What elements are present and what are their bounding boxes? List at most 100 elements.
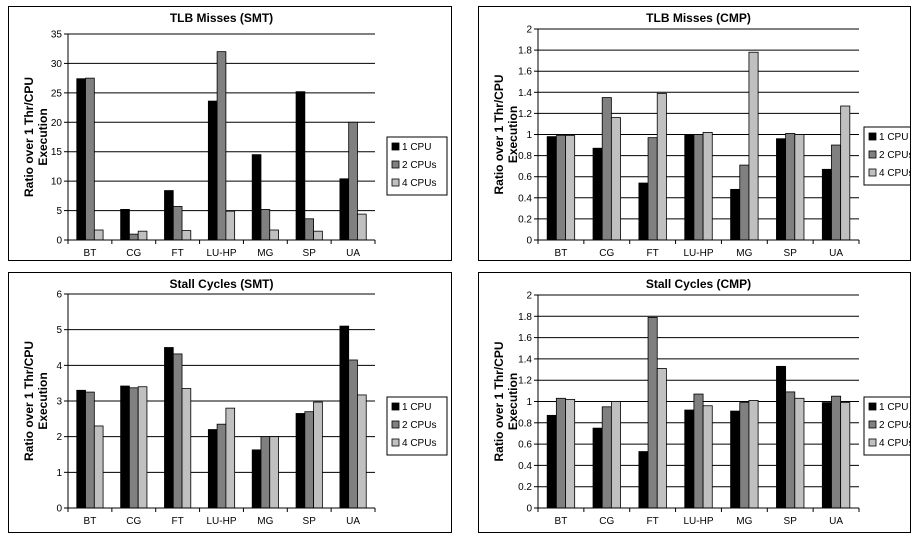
bar-sp-series-1 bbox=[776, 138, 787, 241]
bar-sp-series-3 bbox=[313, 230, 323, 241]
bar-mg-series-1 bbox=[251, 449, 262, 509]
y-tick-label: 1.8 bbox=[518, 46, 532, 57]
legend-swatch bbox=[868, 168, 877, 177]
y-axis-label-line: Execution bbox=[506, 373, 520, 430]
bar-ft-series-2 bbox=[647, 316, 658, 509]
y-tick-label: 2 bbox=[56, 432, 62, 443]
legend-label: 4 CPUs bbox=[879, 168, 910, 179]
bar-lu-hp-series-3 bbox=[702, 405, 713, 509]
bar-bt-series-3 bbox=[565, 135, 576, 241]
bar-bt-series-3 bbox=[93, 425, 104, 509]
legend-swatch bbox=[391, 438, 400, 447]
chart-panel-stall-smt: Stall Cycles (SMT) Ratio over 1 Thr/CPUEx… bbox=[8, 272, 452, 533]
bar-sp-series-2 bbox=[785, 133, 796, 241]
y-tick-label: 30 bbox=[51, 59, 63, 70]
chart-svg-stall-smt: Stall Cycles (SMT) Ratio over 1 Thr/CPUEx… bbox=[22, 277, 448, 527]
legend-swatch bbox=[391, 178, 400, 187]
legend-label: 4 CPUs bbox=[402, 438, 436, 449]
chart-svg-stall-cmp: Stall Cycles (CMP) Ratio over 1 Thr/CPUEx… bbox=[492, 277, 910, 527]
bar-cg-series-3 bbox=[610, 117, 621, 241]
bar-ft-series-3 bbox=[181, 388, 192, 509]
bar-lu-hp-series-2 bbox=[693, 134, 704, 241]
x-tick-label: MG bbox=[736, 248, 752, 259]
legend-swatch bbox=[391, 160, 400, 169]
chart-title: Stall Cycles (CMP) bbox=[646, 277, 751, 291]
y-tick-label: 2 bbox=[526, 25, 532, 36]
chart-title: Stall Cycles (SMT) bbox=[169, 277, 273, 291]
bar-lu-hp-series-3 bbox=[225, 210, 236, 241]
bar-cg-series-3 bbox=[610, 401, 621, 509]
bar-ft-series-2 bbox=[172, 353, 183, 509]
bar-mg-series-3 bbox=[269, 436, 279, 509]
x-tick-label: SP bbox=[784, 516, 798, 527]
y-tick-label: 1.2 bbox=[518, 376, 532, 387]
bar-lu-hp-series-3 bbox=[702, 131, 713, 241]
y-tick-label: 1 bbox=[56, 468, 62, 479]
y-tick-label: 0 bbox=[56, 236, 62, 247]
bar-ua-series-1 bbox=[821, 402, 832, 509]
bar-ft-series-1 bbox=[164, 190, 174, 241]
x-tick-label: SP bbox=[303, 516, 317, 527]
chart-title: TLB Misses (SMT) bbox=[170, 11, 273, 25]
legend-label: 1 CPU bbox=[402, 402, 431, 413]
bar-cg-series-2 bbox=[601, 406, 612, 509]
y-axis-label: Ratio over 1 Thr/CPUExecution bbox=[492, 74, 520, 194]
bar-sp-series-3 bbox=[794, 134, 805, 241]
bar-mg-series-2 bbox=[260, 208, 271, 241]
bar-cg-series-2 bbox=[129, 233, 139, 241]
chart-panel-tlb-cmp: TLB Misses (CMP) Ratio over 1 Thr/CPUExec… bbox=[478, 6, 911, 261]
legend-label: 2 CPUs bbox=[402, 160, 436, 171]
y-tick-label: 1.4 bbox=[518, 88, 532, 99]
bar-lu-hp-series-3 bbox=[225, 407, 236, 509]
legend-swatch bbox=[868, 402, 877, 411]
x-tick-label: CG bbox=[599, 516, 614, 527]
chart-panel-tlb-smt: TLB Misses (SMT) Ratio over 1 Thr/CPUExec… bbox=[8, 6, 452, 261]
bar-mg-series-2 bbox=[739, 164, 750, 241]
x-tick-label: LU-HP bbox=[683, 248, 713, 259]
bar-bt-series-1 bbox=[546, 136, 557, 241]
y-tick-label: 1 bbox=[526, 130, 532, 141]
bar-sp-series-2 bbox=[304, 411, 315, 509]
x-tick-label: SP bbox=[303, 248, 317, 259]
bar-mg-series-3 bbox=[748, 400, 759, 509]
x-tick-label: FT bbox=[647, 516, 659, 527]
y-tick-label: 0.2 bbox=[518, 482, 532, 493]
y-axis-label: Ratio over 1 Thr/CPUExecution bbox=[22, 341, 50, 461]
bar-bt-series-2 bbox=[555, 397, 566, 509]
y-tick-label: 0.4 bbox=[518, 193, 532, 204]
y-tick-label: 25 bbox=[51, 88, 63, 99]
bar-sp-series-1 bbox=[776, 365, 787, 509]
bar-lu-hp-series-2 bbox=[693, 393, 704, 509]
bar-cg-series-3 bbox=[137, 230, 148, 241]
bar-ft-series-1 bbox=[164, 347, 174, 509]
legend-label: 2 CPUs bbox=[879, 150, 910, 161]
bar-ua-series-3 bbox=[357, 394, 367, 509]
x-tick-label: MG bbox=[736, 516, 752, 527]
y-tick-label: 6 bbox=[56, 290, 62, 301]
x-tick-label: CG bbox=[126, 516, 141, 527]
legend-swatch bbox=[868, 438, 877, 447]
legend-swatch bbox=[391, 142, 400, 151]
x-tick-label: FT bbox=[172, 516, 184, 527]
y-axis-label: Ratio over 1 Thr/CPUExecution bbox=[22, 77, 50, 197]
bar-cg-series-1 bbox=[120, 208, 130, 241]
bar-bt-series-2 bbox=[555, 135, 566, 241]
x-tick-label: UA bbox=[346, 516, 360, 527]
y-tick-label: 0.4 bbox=[518, 461, 532, 472]
bar-ua-series-2 bbox=[831, 144, 842, 241]
legend-label: 1 CPU bbox=[402, 142, 431, 153]
bar-sp-series-1 bbox=[295, 91, 306, 241]
bar-ua-series-1 bbox=[339, 325, 350, 509]
chart-svg-tlb-cmp: TLB Misses (CMP) Ratio over 1 Thr/CPUExec… bbox=[492, 11, 910, 259]
x-tick-label: MG bbox=[257, 516, 273, 527]
bar-mg-series-3 bbox=[748, 51, 759, 241]
bar-cg-series-3 bbox=[137, 386, 148, 509]
bar-bt-series-3 bbox=[565, 398, 576, 509]
y-tick-label: 1.8 bbox=[518, 312, 532, 323]
bar-sp-series-2 bbox=[304, 218, 315, 241]
y-tick-label: 4 bbox=[56, 361, 62, 372]
bar-bt-series-1 bbox=[76, 389, 86, 509]
y-tick-label: 0.2 bbox=[518, 214, 532, 225]
bar-cg-series-1 bbox=[120, 385, 130, 509]
chart-panel-stall-cmp: Stall Cycles (CMP) Ratio over 1 Thr/CPUEx… bbox=[478, 272, 911, 533]
